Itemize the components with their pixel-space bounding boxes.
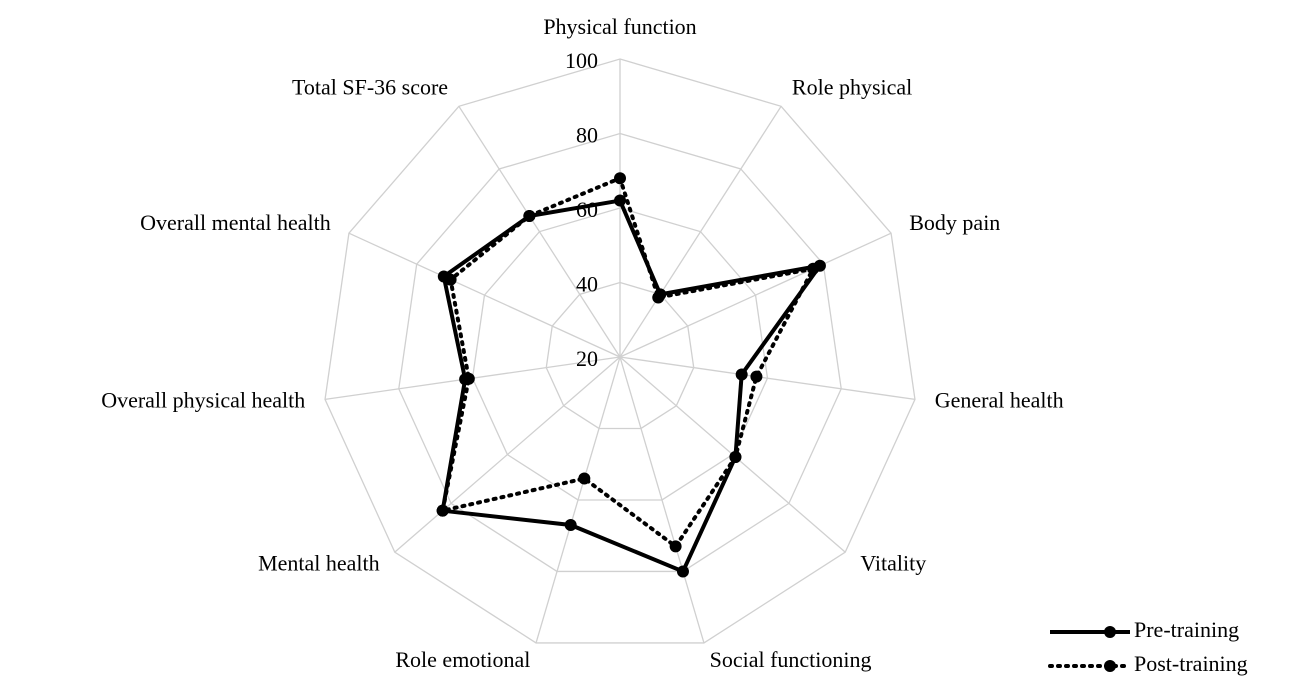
series-marker <box>614 194 626 207</box>
series-marker <box>652 291 665 304</box>
tick-label: 80 <box>576 123 598 148</box>
spoke <box>619 356 916 401</box>
category-label: Mental health <box>258 550 380 575</box>
spoke <box>619 356 705 644</box>
category-label: Role emotional <box>395 647 530 672</box>
series-marker <box>462 372 475 385</box>
series-line <box>440 175 817 550</box>
legend-marker <box>1104 626 1116 638</box>
tick-label: 20 <box>576 346 598 371</box>
category-label: Overall mental health <box>140 210 331 235</box>
category-label: Total SF-36 score <box>292 75 448 100</box>
category-label: Role physical <box>792 75 912 100</box>
category-label: Vitality <box>860 550 926 575</box>
grid-ring <box>471 207 769 501</box>
tick-label: 60 <box>576 197 598 222</box>
category-label: General health <box>935 387 1064 412</box>
series-marker <box>669 540 682 553</box>
legend-marker <box>1104 660 1116 672</box>
series-marker <box>564 518 577 531</box>
series-marker <box>729 451 742 464</box>
tick-label: 40 <box>576 272 598 297</box>
series-marker <box>523 209 536 222</box>
series-marker <box>444 273 457 286</box>
spoke <box>348 232 621 358</box>
series-marker <box>614 172 626 185</box>
series-line <box>440 198 825 575</box>
spoke <box>394 356 621 553</box>
spoke <box>458 105 621 358</box>
legend-label: Post-training <box>1134 651 1248 676</box>
spoke <box>619 105 782 358</box>
category-label: Social functioning <box>710 647 872 672</box>
grid-ring <box>398 132 842 573</box>
spoke <box>535 356 621 644</box>
tick-label: 100 <box>565 48 598 73</box>
series-marker <box>436 504 449 517</box>
series-marker <box>676 565 689 578</box>
series-marker <box>578 472 591 485</box>
series-marker <box>807 262 820 275</box>
spoke <box>619 232 892 358</box>
series-marker <box>750 370 763 383</box>
category-label: Physical function <box>543 14 696 39</box>
series-marker <box>735 368 748 381</box>
grid-ring <box>545 281 695 430</box>
grid-ring <box>324 58 916 644</box>
category-label: Body pain <box>909 210 1000 235</box>
category-label: Overall physical health <box>101 387 305 412</box>
legend-label: Pre-training <box>1134 617 1239 642</box>
